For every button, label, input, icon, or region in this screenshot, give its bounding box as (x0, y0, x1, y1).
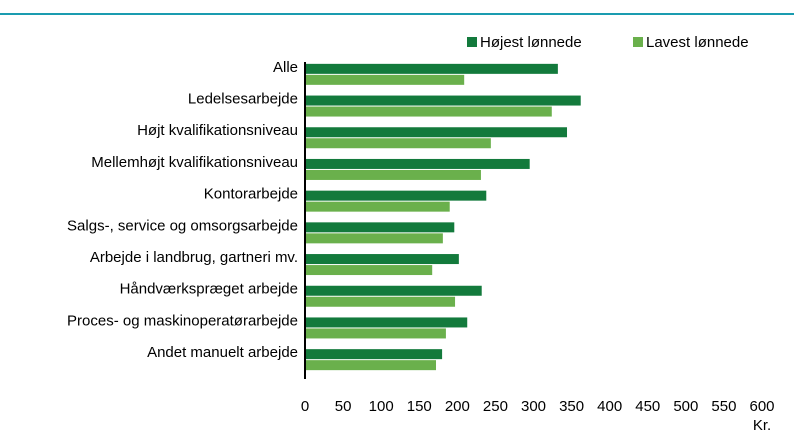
x-tick-label: 300 (521, 398, 546, 415)
legend-label: Lavest lønnede (646, 34, 749, 51)
y-tick-label: Kontorarbejde (204, 186, 298, 203)
legend-swatch (633, 37, 643, 47)
bar (305, 296, 456, 307)
x-tick-label: 450 (635, 398, 660, 415)
legend-label: Højest lønnede (480, 34, 582, 51)
bar (305, 74, 465, 85)
bar (305, 265, 433, 276)
bar (305, 158, 530, 169)
x-tick-label: 250 (483, 398, 508, 415)
bar (305, 95, 581, 106)
bar (305, 317, 468, 328)
bar (305, 328, 446, 339)
x-tick-label: 400 (597, 398, 622, 415)
x-tick-label: 350 (559, 398, 584, 415)
bar (305, 127, 568, 138)
y-tick-label: Salgs-, service og omsorgsarbejde (67, 217, 298, 234)
x-tick-label: 0 (301, 398, 309, 415)
bar (305, 169, 481, 180)
y-tick-label: Højt kvalifikationsniveau (137, 122, 298, 139)
y-tick-label: Ledelsesarbejde (188, 91, 298, 108)
y-tick-label: Håndværkspræget arbejde (120, 281, 298, 298)
bar (305, 63, 558, 74)
bar (305, 349, 443, 360)
x-tick-label: 100 (369, 398, 394, 415)
bar (305, 190, 487, 201)
x-tick-label: 600 (749, 398, 774, 415)
y-tick-label: Proces- og maskinoperatørarbejde (67, 312, 298, 329)
y-tick-label: Alle (273, 59, 298, 76)
legend-swatch (467, 37, 477, 47)
bar (305, 106, 552, 117)
x-tick-label: 50 (335, 398, 352, 415)
y-tick-label: Arbejde i landbrug, gartneri mv. (90, 249, 298, 266)
x-tick-label: 150 (407, 398, 432, 415)
bar (305, 285, 482, 296)
bar (305, 222, 455, 233)
x-tick-label: 550 (711, 398, 736, 415)
y-tick-label: Mellemhøjt kvalifikationsniveau (91, 154, 298, 171)
bar (305, 138, 491, 149)
bar (305, 360, 437, 371)
y-tick-label: Andet manuelt arbejde (147, 344, 298, 361)
x-tick-label: 500 (673, 398, 698, 415)
x-tick-label: 200 (445, 398, 470, 415)
bar (305, 254, 459, 265)
bar (305, 233, 443, 244)
bar (305, 201, 450, 212)
x-axis-label: Kr. (753, 417, 771, 434)
